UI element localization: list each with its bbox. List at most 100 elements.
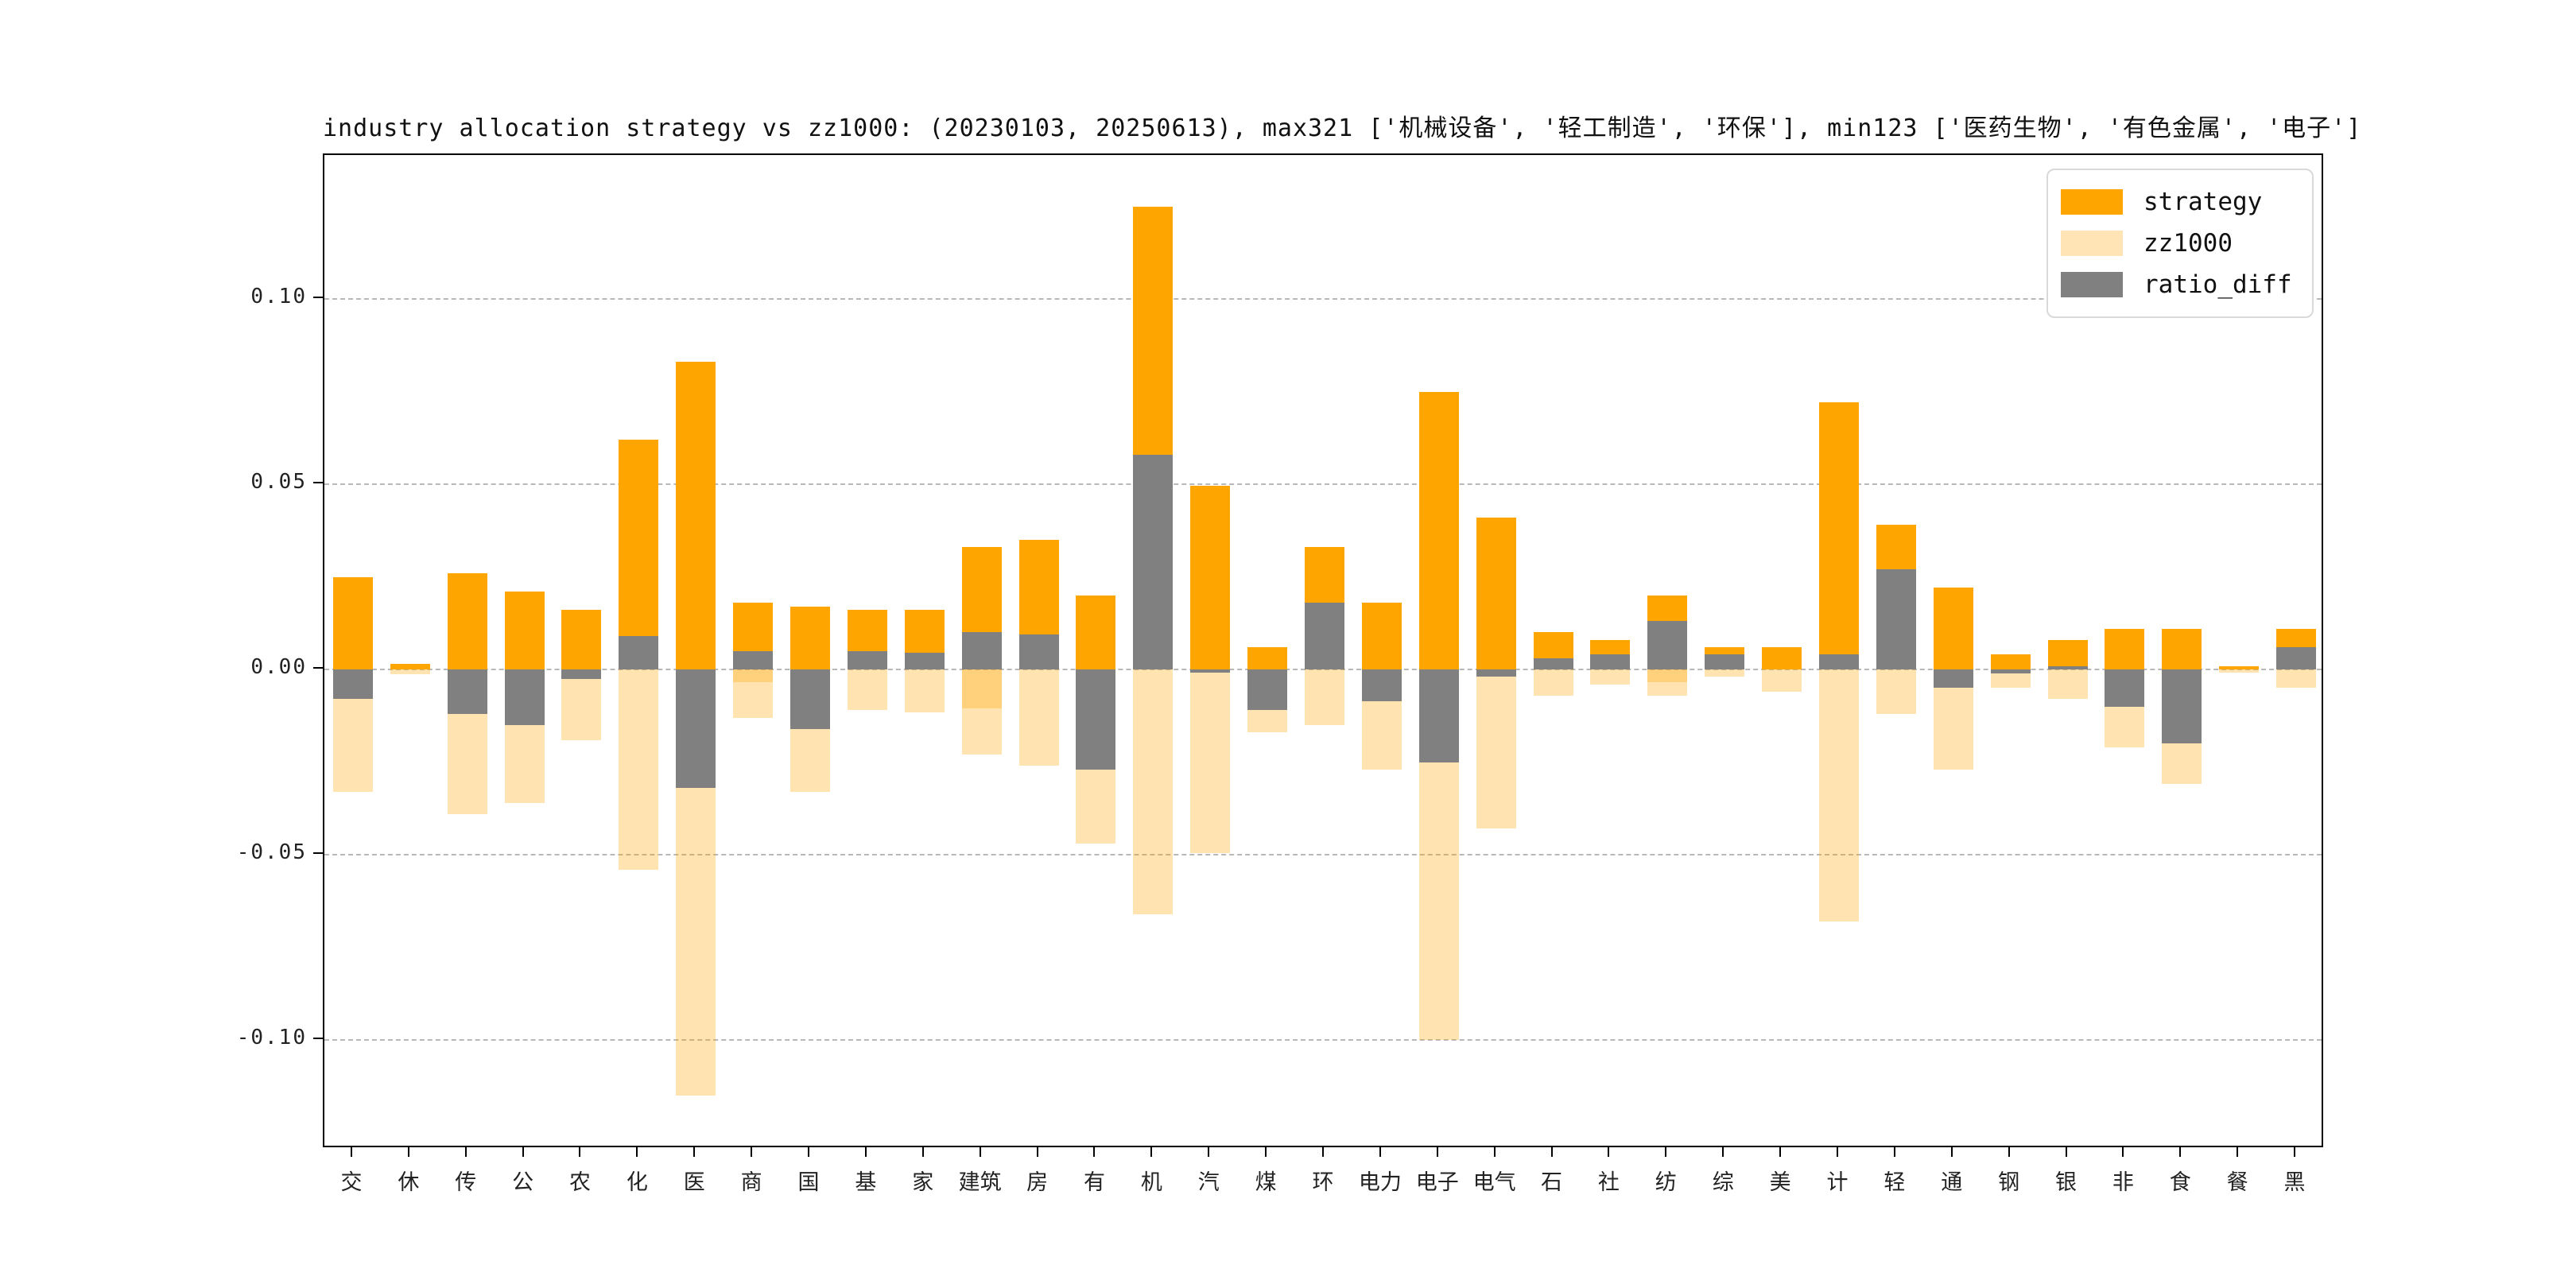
x-tick-mark xyxy=(921,1147,924,1157)
bar-zz1000 xyxy=(847,669,887,711)
x-tick-mark xyxy=(864,1147,867,1157)
x-tick-mark xyxy=(1493,1147,1496,1157)
bar-strategy xyxy=(619,440,659,669)
x-tick-label: 基 xyxy=(855,1170,877,1195)
x-tick-mark xyxy=(808,1147,810,1157)
x-tick-label: 医 xyxy=(683,1170,705,1195)
y-tick-label: 0.00 xyxy=(250,655,307,679)
x-tick-mark xyxy=(1950,1147,1953,1157)
bar-zz1000 xyxy=(1876,669,1916,714)
bar-strategy xyxy=(561,610,602,669)
x-tick-label: 有 xyxy=(1083,1170,1105,1195)
legend-label: zz1000 xyxy=(2143,229,2233,258)
bar-ratio-diff xyxy=(2162,669,2202,744)
bar-ratio-diff xyxy=(790,669,831,729)
x-tick-label: 纺 xyxy=(1655,1170,1677,1195)
bar-zz1000 xyxy=(733,669,774,718)
bar-zz1000 xyxy=(2219,669,2260,673)
x-tick-label: 银 xyxy=(2055,1170,2077,1195)
y-tick-mark xyxy=(313,1038,323,1039)
x-tick-mark xyxy=(1208,1147,1210,1157)
x-tick-mark xyxy=(751,1147,753,1157)
bar-ratio-diff xyxy=(447,669,487,714)
x-tick-label: 美 xyxy=(1769,1170,1791,1195)
bar-ratio-diff xyxy=(1590,654,1631,669)
legend-swatch-ratio_diff xyxy=(2061,272,2123,297)
x-tick-label: 建筑 xyxy=(958,1170,1002,1195)
gridline xyxy=(324,854,2322,855)
bar-zz1000 xyxy=(2276,669,2317,689)
bar-ratio-diff xyxy=(1418,669,1459,762)
bar-strategy xyxy=(390,664,430,669)
bar-zz1000-overlay xyxy=(1647,669,1688,683)
bar-strategy xyxy=(1476,517,1516,669)
gridline xyxy=(324,1039,2322,1041)
x-tick-label: 非 xyxy=(2112,1170,2134,1195)
bar-strategy xyxy=(1076,595,1116,669)
bar-ratio-diff xyxy=(561,669,602,679)
x-tick-label: 交 xyxy=(340,1170,363,1195)
bar-ratio-diff xyxy=(1305,603,1344,669)
x-tick-label: 电子 xyxy=(1415,1170,1459,1195)
bar-ratio-diff xyxy=(504,669,545,725)
x-tick-label: 社 xyxy=(1597,1170,1620,1195)
bar-strategy xyxy=(2105,628,2145,669)
x-tick-label: 家 xyxy=(912,1170,934,1195)
chart-title: industry allocation strategy vs zz1000: … xyxy=(323,114,2362,142)
x-tick-label: 黑 xyxy=(2283,1170,2306,1195)
x-tick-mark xyxy=(1836,1147,1838,1157)
bar-zz1000 xyxy=(1305,669,1344,725)
bar-strategy xyxy=(1762,647,1802,669)
bar-ratio-diff xyxy=(676,669,716,789)
bar-ratio-diff xyxy=(1990,669,2031,673)
bar-ratio-diff xyxy=(1647,621,1688,669)
x-tick-mark xyxy=(1150,1147,1153,1157)
bar-ratio-diff xyxy=(2047,666,2088,669)
bar-strategy xyxy=(1818,402,1859,669)
bar-strategy xyxy=(2047,639,2088,669)
plot-area xyxy=(323,153,2323,1147)
x-tick-mark xyxy=(1436,1147,1438,1157)
bar-strategy xyxy=(1247,647,1288,669)
bar-ratio-diff xyxy=(1190,669,1231,673)
bar-ratio-diff xyxy=(1133,454,1174,669)
y-tick-label: 0.10 xyxy=(250,285,307,308)
y-tick-label: -0.05 xyxy=(236,840,307,864)
bar-strategy xyxy=(1361,603,1402,669)
x-tick-mark xyxy=(1093,1147,1096,1157)
y-tick-label: 0.05 xyxy=(250,470,307,494)
bar-strategy xyxy=(1190,486,1231,669)
bar-ratio-diff xyxy=(1933,669,1973,689)
x-tick-label: 化 xyxy=(626,1170,648,1195)
bar-zz1000 xyxy=(2047,669,2088,700)
bar-strategy xyxy=(1933,588,1973,669)
x-tick-label: 计 xyxy=(1826,1170,1849,1195)
bar-zz1000-overlay xyxy=(733,669,774,683)
x-tick-label: 房 xyxy=(1026,1170,1049,1195)
x-tick-mark xyxy=(1379,1147,1381,1157)
bar-zz1000 xyxy=(1133,669,1174,914)
bar-ratio-diff xyxy=(733,650,774,669)
bar-ratio-diff xyxy=(1076,669,1116,770)
bar-strategy xyxy=(1990,654,2031,669)
y-tick-label: -0.10 xyxy=(236,1026,307,1049)
bar-zz1000 xyxy=(619,669,659,870)
bar-ratio-diff xyxy=(904,653,945,669)
bar-zz1000 xyxy=(1018,669,1059,766)
legend-item: ratio_diff xyxy=(2061,264,2296,305)
x-tick-mark xyxy=(2237,1147,2239,1157)
x-tick-mark xyxy=(2008,1147,2010,1157)
x-tick-mark xyxy=(579,1147,581,1157)
x-tick-label: 煤 xyxy=(1255,1170,1277,1195)
x-tick-mark xyxy=(1550,1147,1553,1157)
x-tick-mark xyxy=(1722,1147,1724,1157)
x-tick-mark xyxy=(636,1147,638,1157)
bar-zz1000 xyxy=(1533,669,1573,696)
bar-ratio-diff xyxy=(1018,634,1059,669)
x-tick-label: 商 xyxy=(740,1170,762,1195)
legend-item: strategy xyxy=(2061,181,2296,223)
x-tick-mark xyxy=(350,1147,352,1157)
gridline xyxy=(324,298,2322,300)
x-tick-label: 汽 xyxy=(1197,1170,1220,1195)
bar-ratio-diff xyxy=(961,632,1002,669)
